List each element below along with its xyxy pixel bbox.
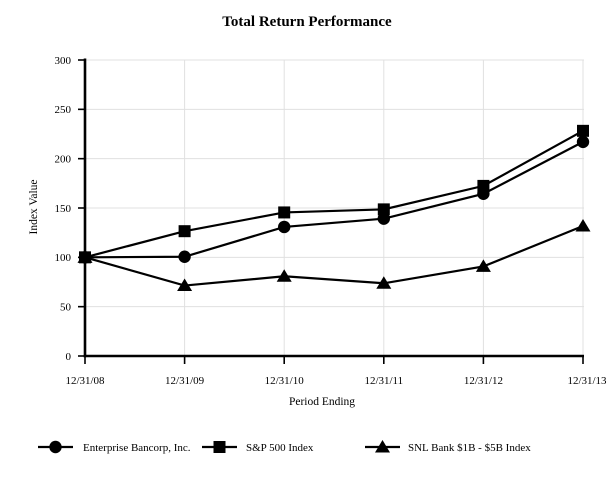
x-tick-label-12-31-10: 12/31/10 <box>265 375 305 387</box>
triangle-marker-12-31-10 <box>276 269 292 282</box>
legend-item-sp-500-index: S&P 500 Index <box>202 441 314 454</box>
y-tick-label-100: 100 <box>55 252 72 264</box>
legend-label-enterprise-bancorp-inc: Enterprise Bancorp, Inc. <box>83 442 191 454</box>
x-tick-label-12-31-11: 12/31/11 <box>364 375 403 387</box>
legend: Enterprise Bancorp, Inc. S&P 500 Index S… <box>38 440 531 454</box>
y-tick-label-300: 300 <box>55 55 72 67</box>
square-marker-12-31-09 <box>178 225 191 238</box>
series-layer <box>77 124 591 292</box>
series-line-enterprise-bancorp-inc <box>84 140 584 259</box>
gridlines <box>85 59 584 356</box>
square-marker-12-31-11 <box>377 203 390 216</box>
x-tick-label-12-31-13: 12/31/13 <box>567 375 607 387</box>
circle-marker-12-31-09 <box>178 250 191 263</box>
triangle-marker-12-31-13 <box>575 218 591 232</box>
series-markers-s-p-500-index <box>79 124 589 264</box>
triangle-marker-icon <box>375 440 390 453</box>
x-axis-title: Period Ending <box>289 396 355 408</box>
legend-label-snl-bank-1b-5b-index: SNL Bank $1B - $5B Index <box>408 442 531 454</box>
y-tick-label-150: 150 <box>55 203 72 215</box>
chart-title: Total Return Performance <box>222 14 392 30</box>
circle-marker-12-31-13 <box>576 135 590 149</box>
legend-item-enterprise-bancorp-inc: Enterprise Bancorp, Inc. <box>38 440 191 454</box>
y-axis-title: Index Value <box>28 179 40 234</box>
series-line-s-p-500-index <box>84 129 584 259</box>
x-axis-tick-labels: 12/31/08 12/31/09 12/31/10 12/31/11 12/31/12… <box>65 375 607 387</box>
triangle-marker-12-31-09 <box>177 278 193 292</box>
square-marker-12-31-12 <box>477 179 490 192</box>
legend-item-snl-bank-1b-5b-index: SNL Bank $1B - $5B Index <box>365 440 531 454</box>
x-tick-label-12-31-08: 12/31/08 <box>65 375 105 387</box>
square-marker-12-31-08 <box>79 251 91 264</box>
series-markers-enterprise-bancorp-inc <box>78 135 590 264</box>
triangle-marker-12-31-11 <box>376 276 392 289</box>
y-tick-label-0: 0 <box>66 351 72 363</box>
x-tick-label-12-31-12: 12/31/12 <box>464 375 503 387</box>
series-line-snl-bank-1b-5b-index <box>84 224 584 287</box>
y-tick-label-200: 200 <box>55 153 72 165</box>
axes <box>78 58 584 364</box>
y-tick-label-250: 250 <box>55 104 72 116</box>
circle-marker-12-31-11 <box>377 212 390 225</box>
y-tick-label-50: 50 <box>60 301 72 313</box>
square-marker-12-31-10 <box>278 206 291 219</box>
legend-label-sp-500-index: S&P 500 Index <box>246 442 314 454</box>
circle-marker-12-31-10 <box>278 220 291 234</box>
square-marker-icon <box>213 441 226 453</box>
square-marker-12-31-13 <box>577 124 589 137</box>
triangle-marker-12-31-12 <box>475 259 491 272</box>
x-tick-label-12-31-09: 12/31/09 <box>165 375 205 387</box>
circle-marker-icon <box>49 440 62 454</box>
y-axis-tick-labels: 0 50 100 150 200 250 300 <box>55 55 72 363</box>
